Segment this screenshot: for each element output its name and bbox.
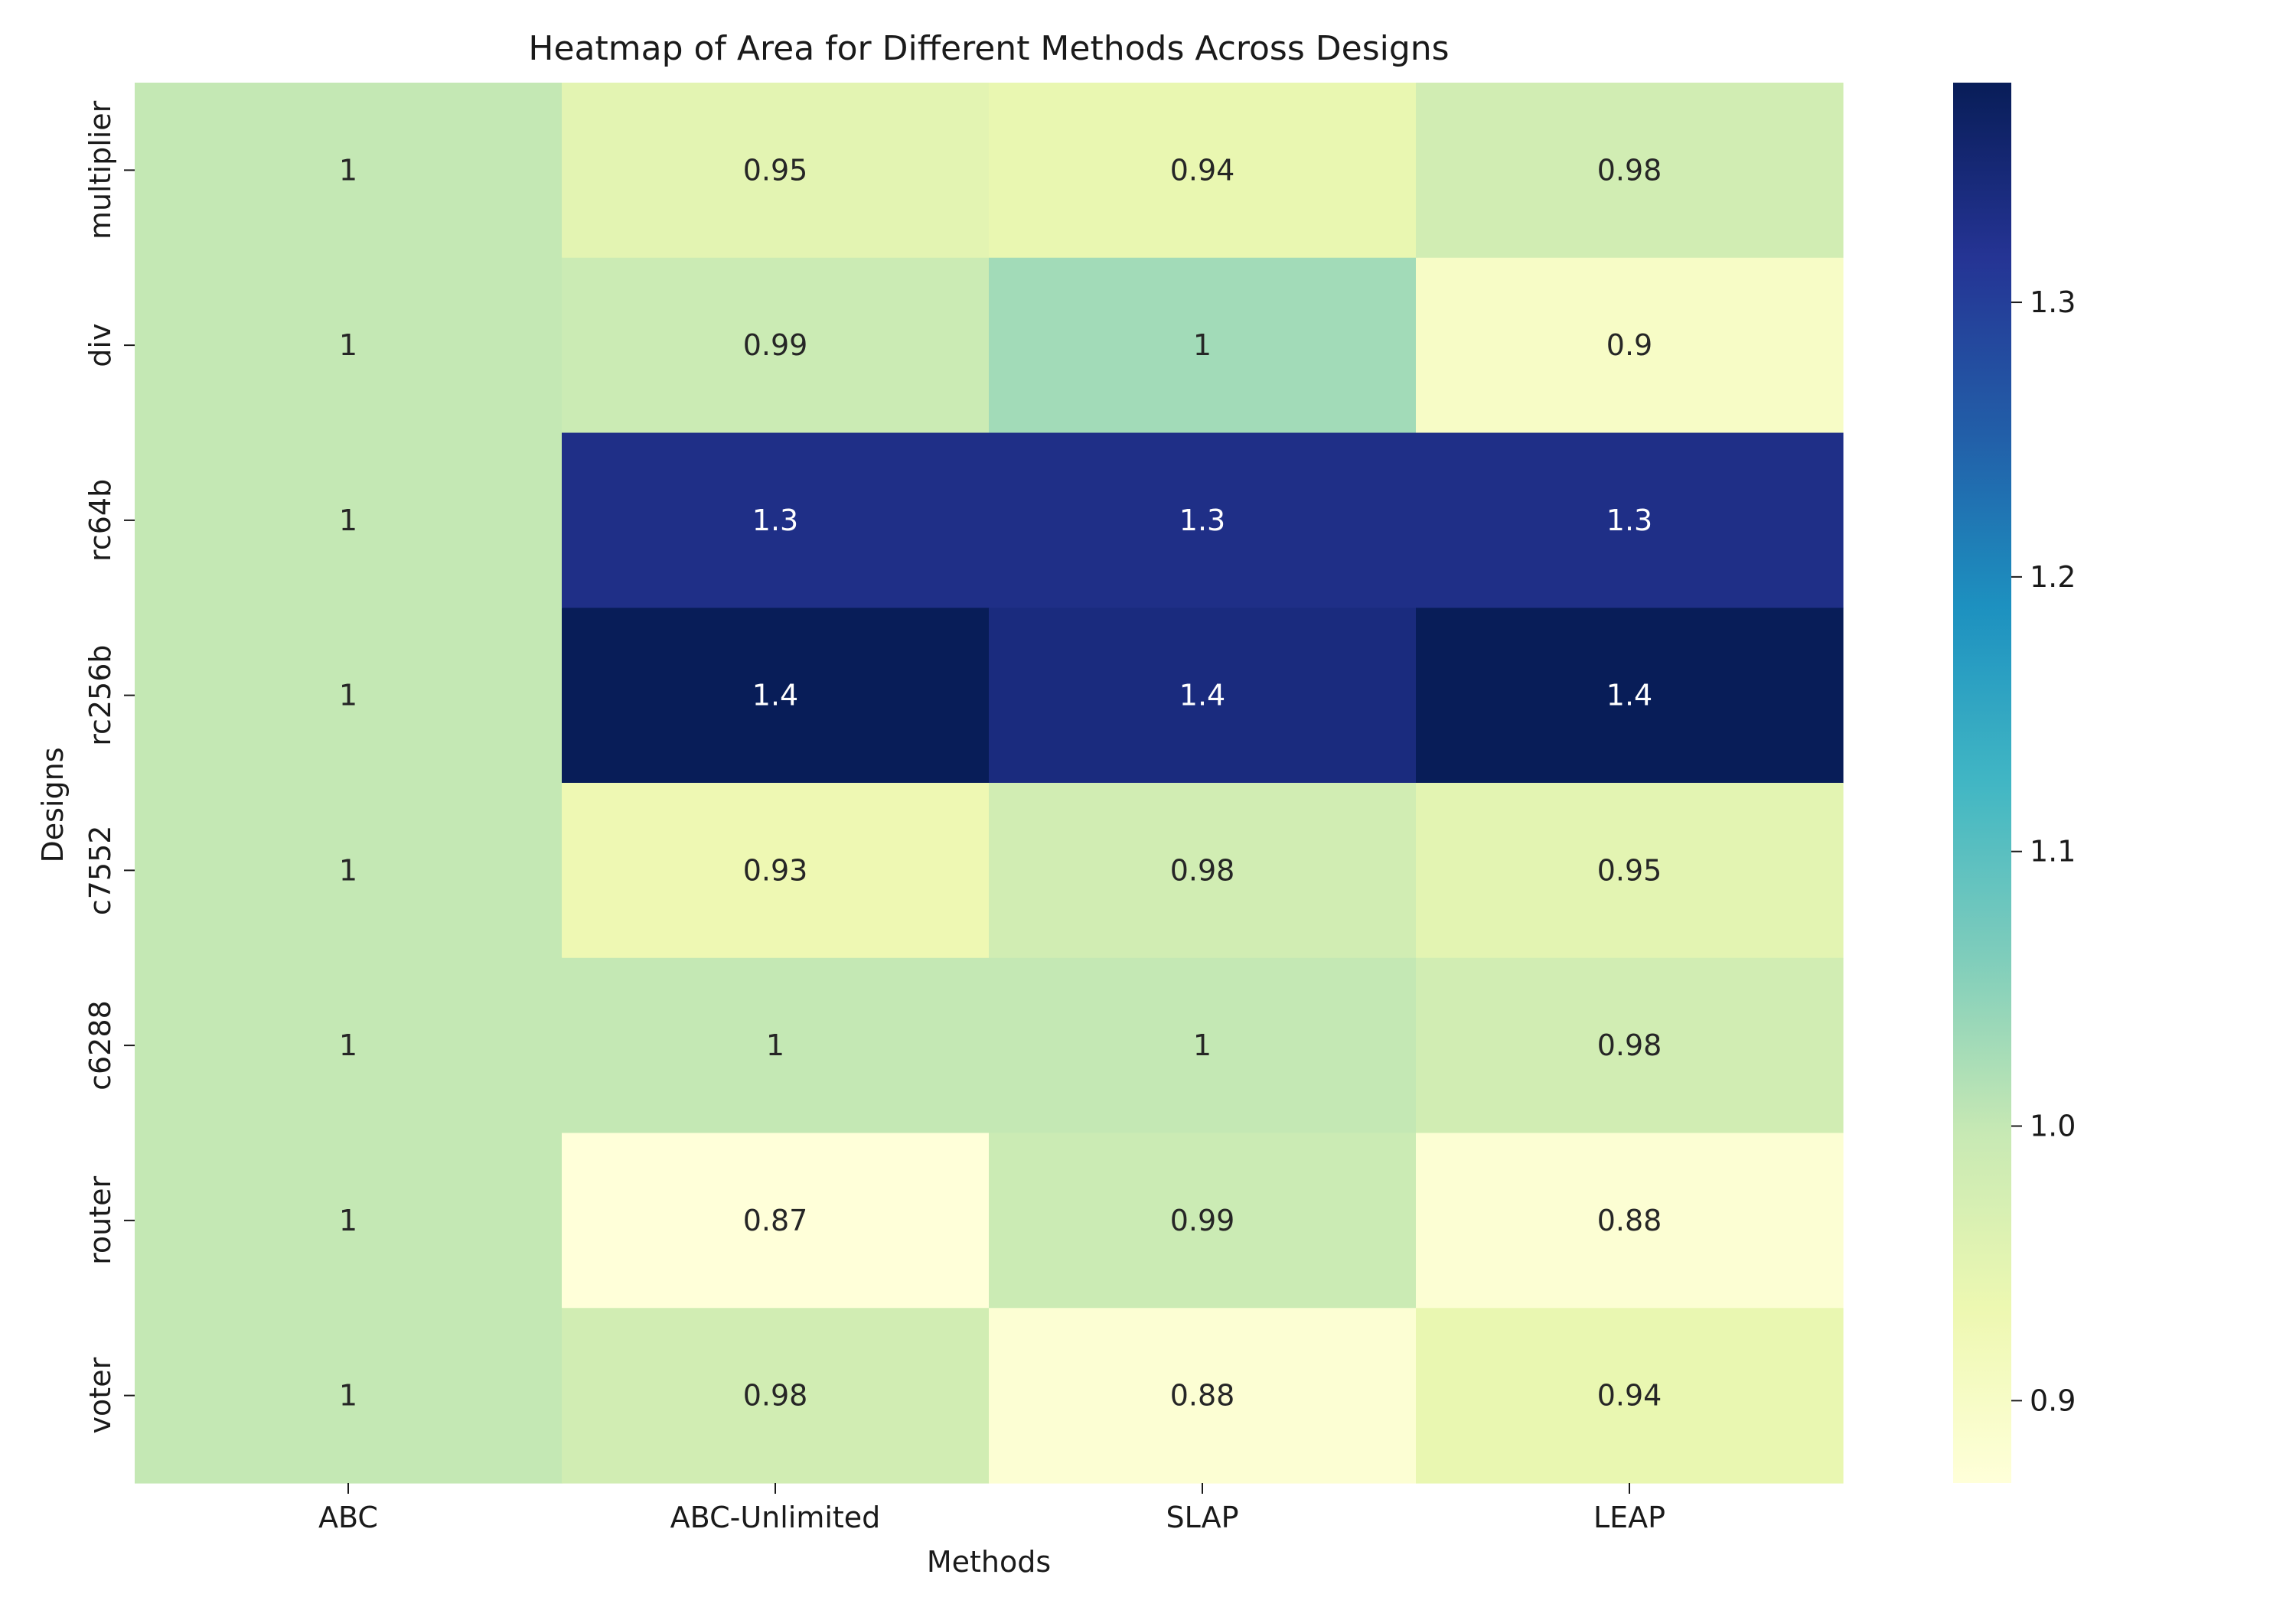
y-tick-label: c7552 [83,826,117,916]
y-tick-label: router [83,1175,117,1264]
y-axis-label: Designs [36,748,70,863]
cell-annotation: 1.4 [1179,679,1225,712]
heatmap-cell [135,783,563,959]
heatmap-cell [562,957,990,1134]
cell-annotation: 1 [339,1379,357,1413]
cell-annotation: 1 [339,1028,357,1062]
x-axis-label: Methods [927,1545,1051,1579]
y-tick-label: div [83,324,117,367]
x-tick-label: ABC [318,1501,378,1534]
heatmap-cell [562,432,990,608]
heatmap-cell [989,1308,1417,1484]
heatmap-cell [135,83,563,259]
heatmap-cell [135,957,563,1134]
heatmap-cell [1416,608,1844,784]
cell-annotation: 1 [1193,328,1212,362]
colorbar-tick-label: 0.9 [2030,1384,2076,1417]
heatmap-cell [989,608,1417,784]
cell-annotation: 0.99 [1170,1204,1235,1237]
cell-annotation: 1.4 [752,679,798,712]
colorbar-tick-label: 1.3 [2030,285,2076,319]
heatmap-cells [135,83,1844,1484]
cell-annotation: 1 [339,504,357,537]
heatmap-cell [562,783,990,959]
y-tick-label: c6288 [83,1000,117,1090]
cell-annotation: 0.9 [1606,328,1652,362]
cell-annotation: 1.3 [1606,504,1652,537]
y-tick-label: rc256b [83,644,117,745]
x-tick-label: SLAP [1166,1501,1238,1534]
cell-annotation: 0.88 [1170,1379,1235,1413]
heatmap-cell [135,432,563,608]
heatmap-cell [989,83,1417,259]
cell-annotation: 0.94 [1597,1379,1662,1413]
heatmap-cell [135,1308,563,1484]
cell-annotation: 0.95 [1597,853,1662,887]
x-tick-label: LEAP [1593,1501,1665,1534]
y-tick-label: voter [83,1357,117,1433]
cell-annotation: 0.98 [743,1379,808,1413]
cell-annotation: 1 [1193,1028,1212,1062]
heatmap-cell [1416,1308,1844,1484]
heatmap-cell [989,957,1417,1134]
heatmap-cell [562,1133,990,1309]
cell-annotations: 1 0.95 0.94 0.98 1 0.99 1 0.9 1 1.3 1.3 1.3 1 1.4 1.4 1… [339,153,1662,1412]
cell-annotation: 0.87 [743,1204,808,1237]
heatmap-cell [989,783,1417,959]
colorbar-tick-label: 1.2 [2030,560,2076,594]
chart-title: Heatmap of Area for Different Methods Ac… [528,29,1449,68]
cell-annotation: 0.94 [1170,153,1235,187]
cell-annotation: 1 [339,153,357,187]
colorbar-ticks: 0.9 1.0 1.1 1.2 1.3 [2011,285,2076,1417]
cell-annotation: 1 [766,1028,784,1062]
heatmap-cell [989,1133,1417,1309]
cell-annotation: 1.3 [1179,504,1225,537]
heatmap-cell [1416,1133,1844,1309]
heatmap-cell [1416,83,1844,259]
cell-annotation: 1 [339,328,357,362]
y-tick-label: multiplier [83,100,117,240]
colorbar-tick-label: 1.0 [2030,1110,2076,1143]
cell-annotation: 0.93 [743,853,808,887]
y-tick-label: rc64b [83,479,117,562]
cell-annotation: 1 [339,853,357,887]
cell-annotation: 1 [339,1204,357,1237]
x-axis-ticks: ABC ABC-Unlimited SLAP LEAP [318,1483,1665,1534]
colorbar-tick-label: 1.1 [2030,835,2076,869]
heatmap-cell [562,83,990,259]
heatmap-cell [1416,957,1844,1134]
cell-annotation: 0.98 [1597,153,1662,187]
cell-annotation: 0.88 [1597,1204,1662,1237]
heatmap-cell [562,608,990,784]
cell-annotation: 0.95 [743,153,808,187]
cell-annotation: 1.4 [1606,679,1652,712]
y-axis-ticks: multiplier div rc64b rc256b c7552 c6288 router… [83,100,135,1433]
cell-annotation: 0.98 [1597,1028,1662,1062]
cell-annotation: 0.98 [1170,853,1235,887]
cell-annotation: 1 [339,679,357,712]
cell-annotation: 0.99 [743,328,808,362]
heatmap-cell [1416,432,1844,608]
heatmap-cell [1416,783,1844,959]
heatmap-cell [135,608,563,784]
heatmap-cell [989,432,1417,608]
x-tick-label: ABC-Unlimited [670,1501,881,1534]
heatmap-cell [135,1133,563,1309]
heatmap-cell [562,1308,990,1484]
heatmap-cell [135,257,563,434]
heatmap-cell [1416,257,1844,434]
heatmap-cell [989,257,1417,434]
colorbar [1953,83,2011,1483]
cell-annotation: 1.3 [752,504,798,537]
heatmap-cell [562,257,990,434]
